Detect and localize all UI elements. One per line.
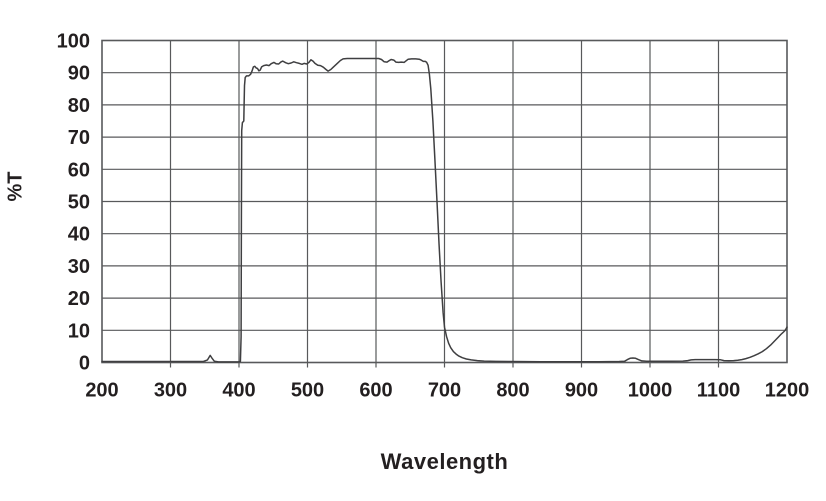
y-tick-label: 100 <box>57 31 90 53</box>
y-tick-label: 40 <box>68 224 90 246</box>
y-tick-label: 10 <box>68 320 90 342</box>
y-tick-label: 70 <box>68 127 90 149</box>
x-tick-label: 1100 <box>697 380 740 402</box>
y-tick-label: 20 <box>68 288 90 310</box>
y-tick-label: 30 <box>68 256 90 278</box>
y-axis-title: %T <box>4 171 27 202</box>
x-tick-label: 1200 <box>765 380 810 402</box>
x-tick-label: 200 <box>85 380 118 402</box>
x-tick-label: 300 <box>154 380 187 402</box>
x-tick-label: 1000 <box>628 380 673 402</box>
y-tick-label: 80 <box>68 95 90 117</box>
y-tick-label: 0 <box>79 353 90 375</box>
x-tick-label: 600 <box>359 380 392 402</box>
x-axis-title: Wavelength <box>380 449 509 474</box>
x-tick-label: 400 <box>222 380 255 402</box>
x-tick-label: 500 <box>291 380 324 402</box>
y-tick-label: 60 <box>68 159 90 181</box>
series-line-transmission-curve <box>101 57 788 363</box>
x-tick-label: 900 <box>565 380 598 402</box>
x-tick-label: 800 <box>496 380 529 402</box>
x-tick-label: 700 <box>428 380 461 402</box>
plot-frame <box>101 39 788 364</box>
y-tick-label: 90 <box>68 63 90 85</box>
y-tick-label: 50 <box>68 192 90 214</box>
